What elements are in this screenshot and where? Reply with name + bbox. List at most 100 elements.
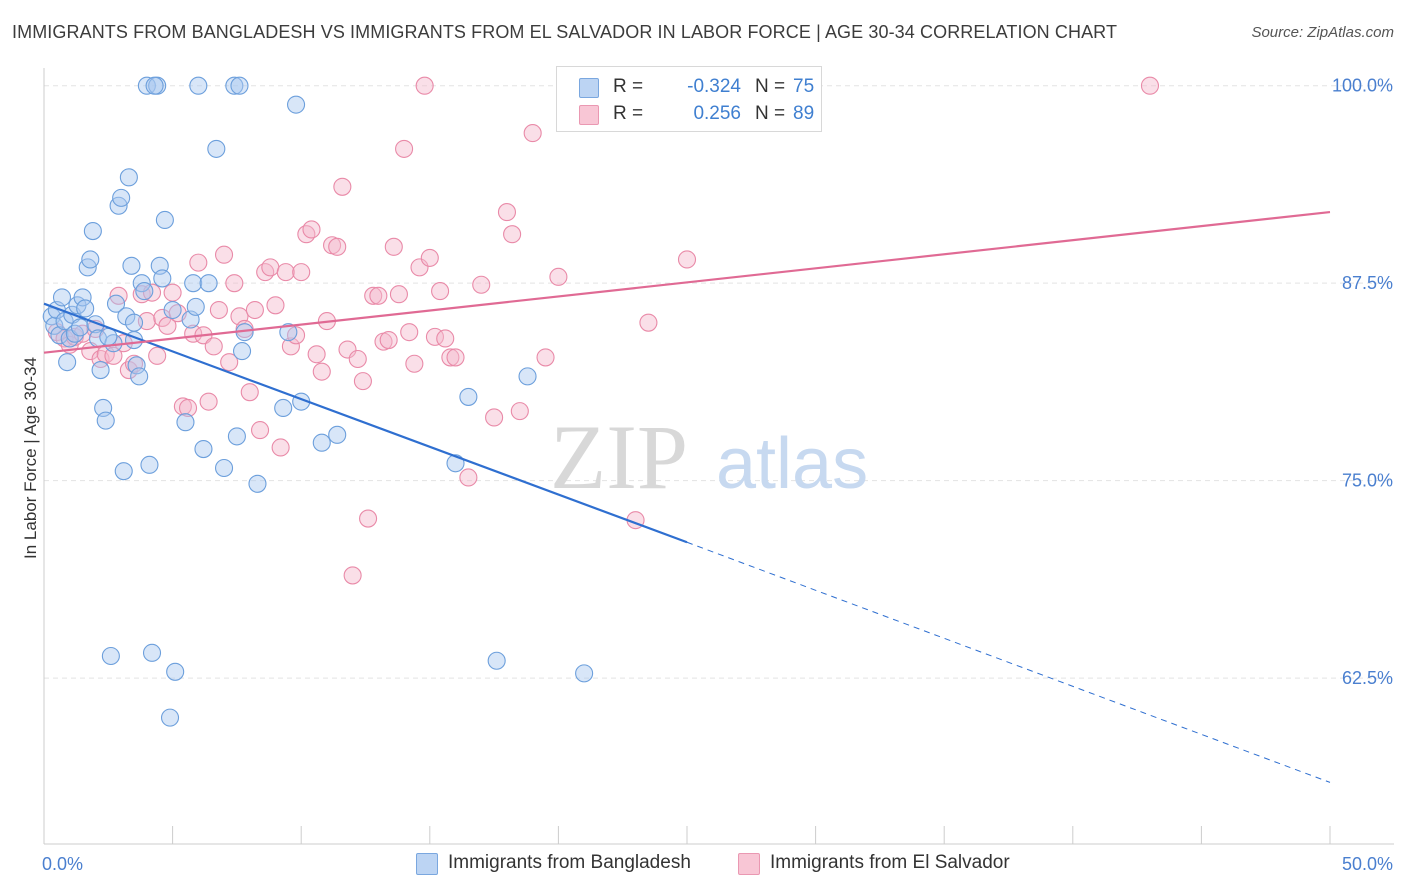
- legend-n-label: N =: [755, 76, 786, 97]
- blue-point: [96, 411, 115, 430]
- legend-n-value: 89: [793, 103, 815, 124]
- blue-point: [81, 250, 100, 269]
- pink-point: [343, 566, 362, 585]
- pink-point: [266, 296, 285, 315]
- legend-swatch-blue: [579, 78, 599, 98]
- blue-point: [186, 297, 205, 316]
- pink-point: [420, 248, 439, 267]
- blue-point: [248, 474, 267, 493]
- pink-point: [302, 220, 321, 239]
- pink-point: [348, 349, 367, 369]
- bottom-legend-label: Immigrants from El Salvador: [770, 852, 1010, 873]
- blue-point: [140, 455, 159, 474]
- pink-point: [369, 286, 388, 305]
- pink-point: [199, 392, 218, 411]
- blue-point: [518, 367, 537, 386]
- pink-point: [677, 250, 697, 269]
- grid-lines: [44, 85, 1394, 679]
- legend-n-label: N =: [755, 103, 786, 124]
- blue-point: [166, 662, 185, 681]
- legend-r-value: -0.324: [687, 76, 741, 97]
- pink-point: [639, 313, 658, 332]
- blue-point: [312, 433, 331, 452]
- pink-point: [220, 353, 239, 372]
- blue-point: [328, 425, 347, 444]
- blue-point: [122, 256, 141, 275]
- blue-point: [114, 462, 133, 481]
- correlation-legend: R = -0.324 N = 75 R = 0.256 N = 89: [556, 66, 822, 132]
- chart-title: IMMIGRANTS FROM BANGLADESH VS IMMIGRANTS…: [12, 22, 1118, 42]
- bottom-legend-swatch-pink: [738, 853, 760, 875]
- blue-point: [45, 316, 64, 335]
- pink-point: [225, 274, 244, 293]
- blue-point: [176, 413, 195, 432]
- pink-point: [379, 330, 398, 350]
- y-axis-label: In Labor Force | Age 30-34: [21, 357, 40, 559]
- y-tick-label: 62.5%: [1342, 668, 1393, 688]
- blue-point: [135, 282, 154, 301]
- bangladesh-trend-extension: [686, 541, 1331, 783]
- pink-point: [209, 300, 228, 320]
- blue-point: [227, 427, 246, 446]
- pink-point: [204, 337, 223, 356]
- blue-point: [459, 387, 478, 406]
- pink-point: [359, 509, 378, 528]
- pink-point: [510, 402, 529, 421]
- blue-point: [52, 288, 72, 307]
- pink-point: [245, 300, 264, 320]
- bangladesh-points: [42, 76, 594, 727]
- blue-point: [199, 274, 218, 293]
- pink-point: [395, 139, 414, 158]
- trend-lines: [43, 210, 1331, 783]
- blue-point: [163, 300, 182, 320]
- blue-point: [101, 646, 120, 666]
- y-tick-label: 87.5%: [1342, 273, 1393, 293]
- blue-point: [279, 323, 298, 342]
- pink-point: [178, 398, 198, 418]
- pink-point: [328, 237, 347, 256]
- pink-point: [472, 275, 491, 294]
- pink-point: [503, 225, 522, 244]
- blue-point: [124, 313, 144, 332]
- pink-point: [250, 421, 270, 440]
- pink-point: [214, 245, 234, 264]
- blue-point: [142, 643, 162, 662]
- pink-point: [276, 263, 295, 282]
- tick-labels: 62.5% 75.0% 87.5% 100.0% 0.0% 50.0%: [42, 76, 1393, 874]
- blue-point: [214, 458, 234, 478]
- blue-point: [130, 367, 149, 386]
- pink-point: [549, 267, 568, 286]
- watermark-atlas: atlas: [716, 424, 868, 504]
- watermark-zip: ZIP: [550, 406, 688, 508]
- el-salvador-points: [47, 76, 1160, 585]
- pink-point: [523, 124, 542, 143]
- blue-point: [487, 651, 506, 670]
- blue-point: [575, 664, 594, 683]
- blue-point: [274, 398, 293, 418]
- pink-point: [485, 408, 504, 427]
- legend-r-label: R =: [613, 103, 644, 124]
- blue-point: [50, 326, 69, 345]
- pink-point: [333, 177, 352, 196]
- pink-point: [353, 372, 372, 391]
- pink-point: [312, 362, 331, 381]
- blue-point: [76, 299, 95, 318]
- pink-point: [415, 76, 434, 95]
- blue-point: [83, 221, 102, 241]
- source-label: Source: ZipAtlas.com: [1251, 24, 1394, 41]
- blue-point: [232, 342, 252, 361]
- pink-point: [271, 438, 290, 457]
- pink-point: [307, 345, 326, 364]
- blue-point: [73, 288, 92, 307]
- pink-point: [240, 383, 259, 402]
- pink-point: [389, 285, 408, 304]
- pink-point: [281, 337, 300, 356]
- pink-point: [104, 346, 123, 365]
- blue-point: [230, 76, 249, 95]
- blue-point: [225, 76, 244, 95]
- blue-point: [70, 318, 90, 337]
- blue-point: [145, 76, 164, 95]
- blue-point: [127, 356, 146, 375]
- legend-swatch-pink: [579, 105, 599, 125]
